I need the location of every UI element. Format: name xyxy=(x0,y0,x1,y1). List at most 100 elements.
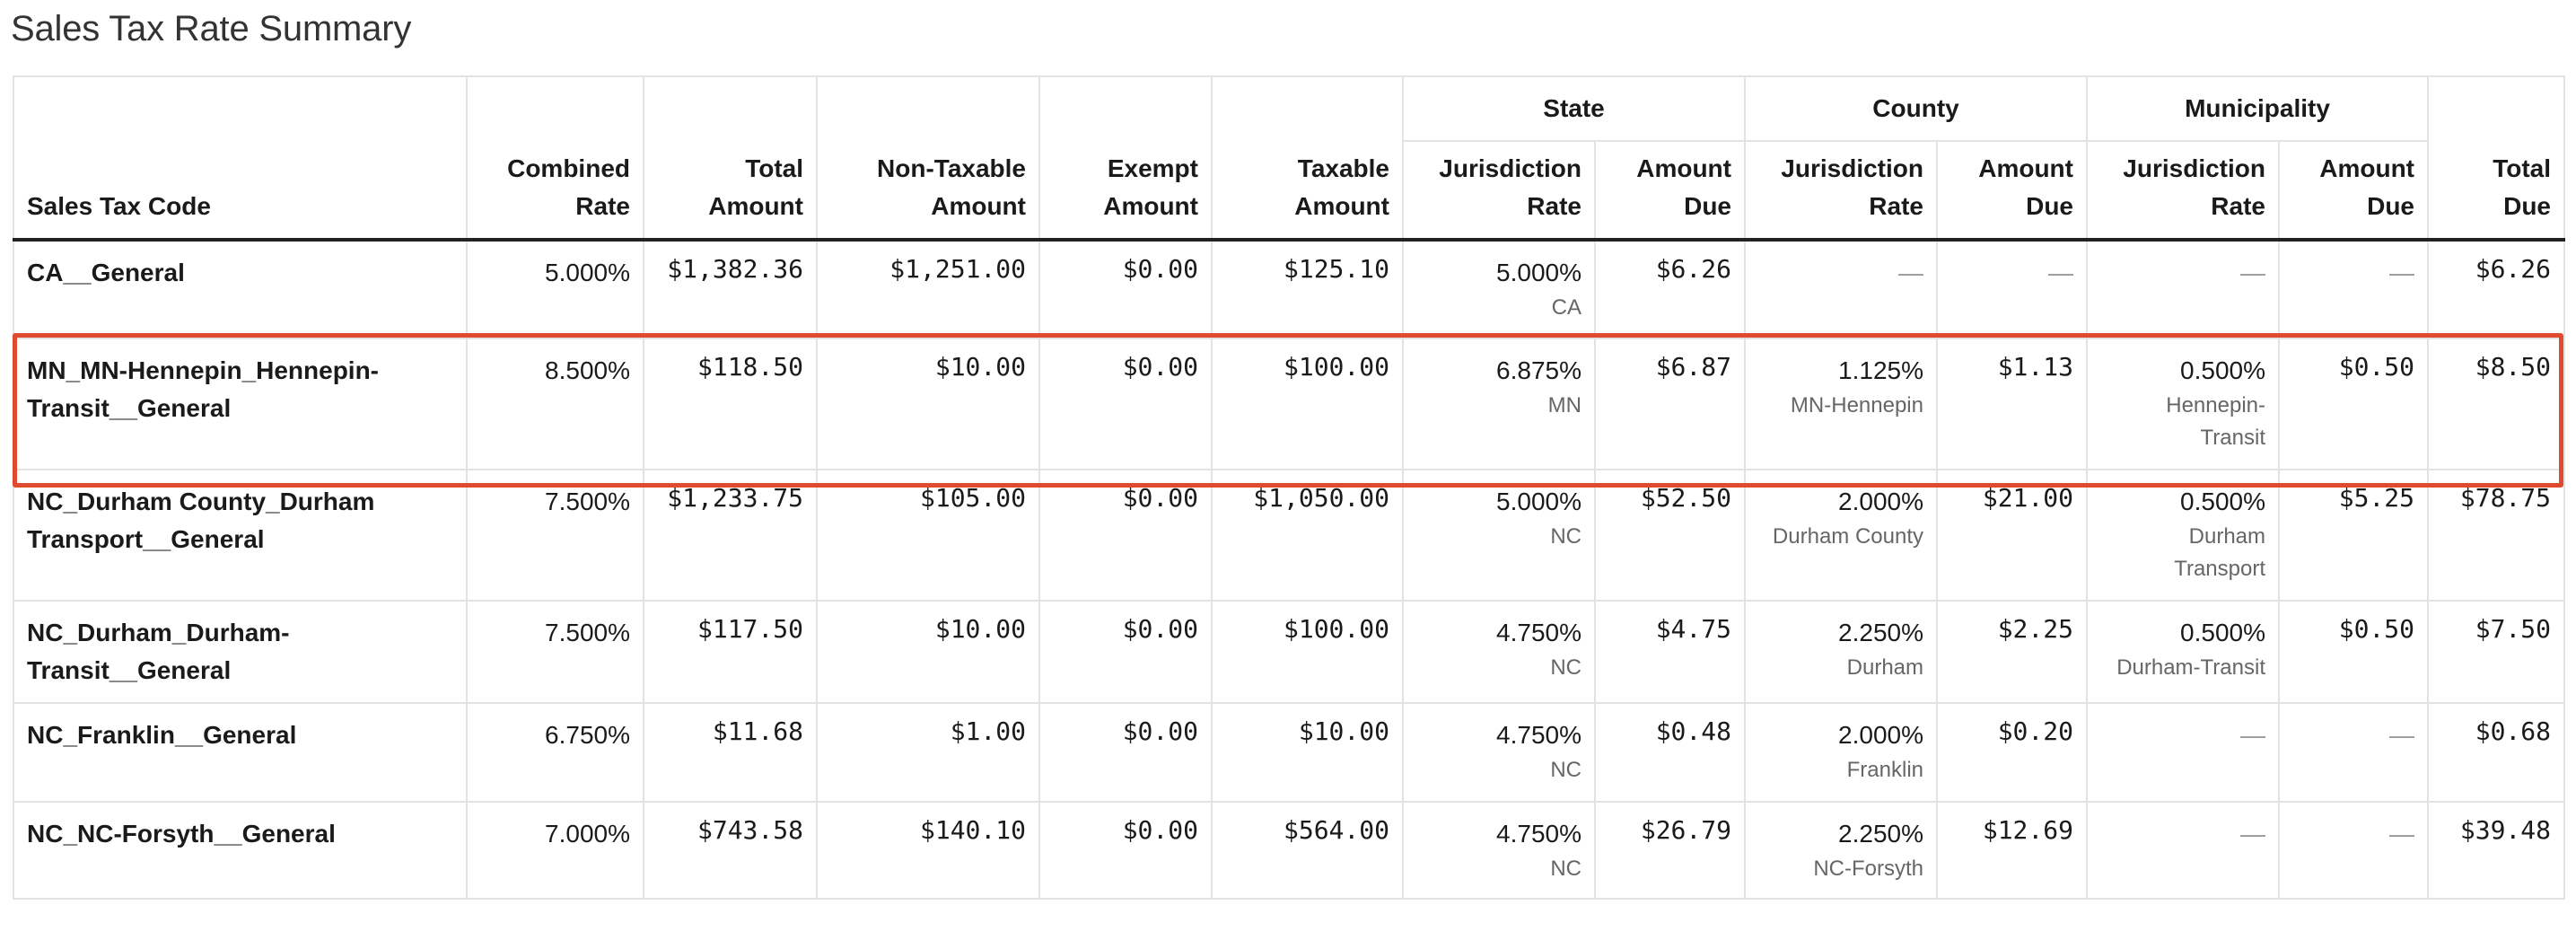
cell-total-amount: $743.58 xyxy=(643,802,818,900)
cell-exempt-amount: $0.00 xyxy=(1038,802,1213,900)
cell-county-amount-due: $12.69 xyxy=(1936,802,2088,900)
table-row-highlighted[interactable]: MN_MN-Hennepin_Hennepin- Transit__General… xyxy=(13,338,2566,470)
code-line: MN_MN-Hennepin_Hennepin- xyxy=(27,356,379,384)
jurisdiction-name: NC xyxy=(1550,524,1582,549)
rate-value: 4.750% xyxy=(1496,721,1582,749)
cell-total-due: $7.50 xyxy=(2427,601,2566,704)
cell-combined-rate: 7.000% xyxy=(466,802,644,900)
jurisdiction-name: NC xyxy=(1550,758,1582,782)
header-sales-tax-code[interactable]: Sales Tax Code xyxy=(13,141,468,242)
cell-municipality-amount-due: — xyxy=(2277,802,2430,900)
rate-value: 2.000% xyxy=(1838,721,1923,749)
cell-municipality-amount-due: $0.50 xyxy=(2277,338,2430,470)
table-row[interactable]: CA__General 5.000% $1,382.36 $1,251.00 $… xyxy=(13,240,2566,339)
cell-state-rate: 4.750% NC xyxy=(1402,802,1596,900)
header-taxable-amount[interactable]: Taxable Amount xyxy=(1211,141,1404,242)
header-exempt-amount[interactable]: Exempt Amount xyxy=(1038,141,1213,242)
jurisdiction-name: Durham xyxy=(2188,524,2265,549)
group-blank xyxy=(466,75,644,141)
cell-state-amount-due: $26.79 xyxy=(1594,802,1746,900)
header-municipality-amount-due[interactable]: Amount Due xyxy=(2277,141,2430,242)
cell-municipality-rate: 0.500% Durham-Transit xyxy=(2086,601,2280,704)
cell-total-due: $78.75 xyxy=(2427,470,2566,602)
empty-dash: — xyxy=(2240,259,2265,286)
header-label: Jurisdiction xyxy=(1781,154,1923,182)
header-label: Jurisdiction xyxy=(1439,154,1582,182)
jurisdiction-name: Durham xyxy=(1846,655,1923,680)
header-county-jurisdiction-rate[interactable]: Jurisdiction Rate xyxy=(1744,141,1938,242)
cell-non-taxable-amount: $1.00 xyxy=(816,703,1040,803)
header-label: Jurisdiction xyxy=(2123,154,2265,182)
group-state: State xyxy=(1402,75,1746,142)
combined-rate-value: 5.000% xyxy=(545,259,630,286)
code-line: Transit__General xyxy=(27,394,232,422)
rate-value: 5.000% xyxy=(1496,259,1582,286)
cell-non-taxable-amount: $10.00 xyxy=(816,601,1040,704)
group-blank xyxy=(643,75,818,141)
header-state-jurisdiction-rate[interactable]: Jurisdiction Rate xyxy=(1402,141,1596,242)
table-row[interactable]: NC_Franklin__General 6.750% $11.68 $1.00… xyxy=(13,703,2566,803)
cell-sales-tax-code: MN_MN-Hennepin_Hennepin- Transit__General xyxy=(13,338,468,470)
cell-exempt-amount: $0.00 xyxy=(1038,240,1213,339)
rate-value: 4.750% xyxy=(1496,820,1582,848)
jurisdiction-name: MN xyxy=(1547,393,1582,417)
cell-total-due: $8.50 xyxy=(2427,338,2566,470)
header-total-due[interactable]: Total Due xyxy=(2427,141,2566,242)
cell-municipality-amount-due: — xyxy=(2277,703,2430,803)
header-non-taxable-amount[interactable]: Non-Taxable Amount xyxy=(816,141,1040,242)
empty-dash: — xyxy=(2240,721,2265,749)
header-county-amount-due[interactable]: Amount Due xyxy=(1936,141,2088,242)
rate-value: 2.000% xyxy=(1838,488,1923,515)
cell-county-rate: — xyxy=(1744,240,1938,339)
rate-value: 4.750% xyxy=(1496,619,1582,646)
header-state-amount-due[interactable]: Amount Due xyxy=(1594,141,1746,242)
cell-non-taxable-amount: $140.10 xyxy=(816,802,1040,900)
cell-municipality-rate: — xyxy=(2086,703,2280,803)
group-blank xyxy=(1038,75,1213,141)
header-label: Amount xyxy=(2319,154,2415,182)
header-label: Sales Tax Code xyxy=(27,192,211,220)
page-title: Sales Tax Rate Summary xyxy=(11,9,412,48)
column-header-row: Sales Tax Code Combined Rate Total Amount … xyxy=(13,141,2566,242)
code-line: NC_Durham_Durham- xyxy=(27,619,290,646)
code-line: NC_Durham County_Durham xyxy=(27,488,375,515)
cell-county-rate: 2.000% Franklin xyxy=(1744,703,1938,803)
cell-non-taxable-amount: $1,251.00 xyxy=(816,240,1040,339)
jurisdiction-name: CA xyxy=(1551,295,1582,320)
group-county: County xyxy=(1744,75,2088,142)
jurisdiction-name: NC-Forsyth xyxy=(1813,857,1923,881)
empty-dash: — xyxy=(2240,820,2265,848)
cell-county-amount-due: $2.25 xyxy=(1936,601,2088,704)
cell-exempt-amount: $0.00 xyxy=(1038,601,1213,704)
cell-sales-tax-code: NC_Durham_Durham- Transit__General xyxy=(13,601,468,704)
code-line: Transport__General xyxy=(27,525,265,553)
table-row[interactable]: NC_Durham_Durham- Transit__General 7.500%… xyxy=(13,601,2566,704)
cell-total-amount: $118.50 xyxy=(643,338,818,470)
rate-value: 5.000% xyxy=(1496,488,1582,515)
cell-municipality-amount-due: — xyxy=(2277,240,2430,339)
header-label: Rate xyxy=(1869,192,1923,220)
header-label: Exempt xyxy=(1107,154,1198,182)
cell-municipality-rate: 0.500% Hennepin- Transit xyxy=(2086,338,2280,470)
jurisdiction-name: Durham County xyxy=(1772,524,1923,549)
rate-value: 0.500% xyxy=(2180,488,2265,515)
combined-rate-value: 7.000% xyxy=(545,820,630,848)
cell-taxable-amount: $100.00 xyxy=(1211,601,1404,704)
header-total-amount[interactable]: Total Amount xyxy=(643,141,818,242)
header-combined-rate[interactable]: Combined Rate xyxy=(466,141,644,242)
header-label: Due xyxy=(2026,192,2073,220)
cell-sales-tax-code: NC_NC-Forsyth__General xyxy=(13,802,468,900)
table-row[interactable]: NC_NC-Forsyth__General 7.000% $743.58 $1… xyxy=(13,802,2566,900)
combined-rate-value: 8.500% xyxy=(545,356,630,384)
cell-state-rate: 4.750% NC xyxy=(1402,703,1596,803)
cell-exempt-amount: $0.00 xyxy=(1038,338,1213,470)
table-row[interactable]: NC_Durham County_Durham Transport__Genera… xyxy=(13,470,2566,602)
group-header-row: State County Municipality xyxy=(13,75,2566,142)
header-label: Total xyxy=(2493,154,2552,182)
header-label: Amount xyxy=(931,192,1026,220)
header-municipality-jurisdiction-rate[interactable]: Jurisdiction Rate xyxy=(2086,141,2280,242)
jurisdiction-name: MN-Hennepin xyxy=(1790,393,1923,417)
cell-total-amount: $1,233.75 xyxy=(643,470,818,602)
cell-county-rate: 2.250% NC-Forsyth xyxy=(1744,802,1938,900)
cell-non-taxable-amount: $10.00 xyxy=(816,338,1040,470)
